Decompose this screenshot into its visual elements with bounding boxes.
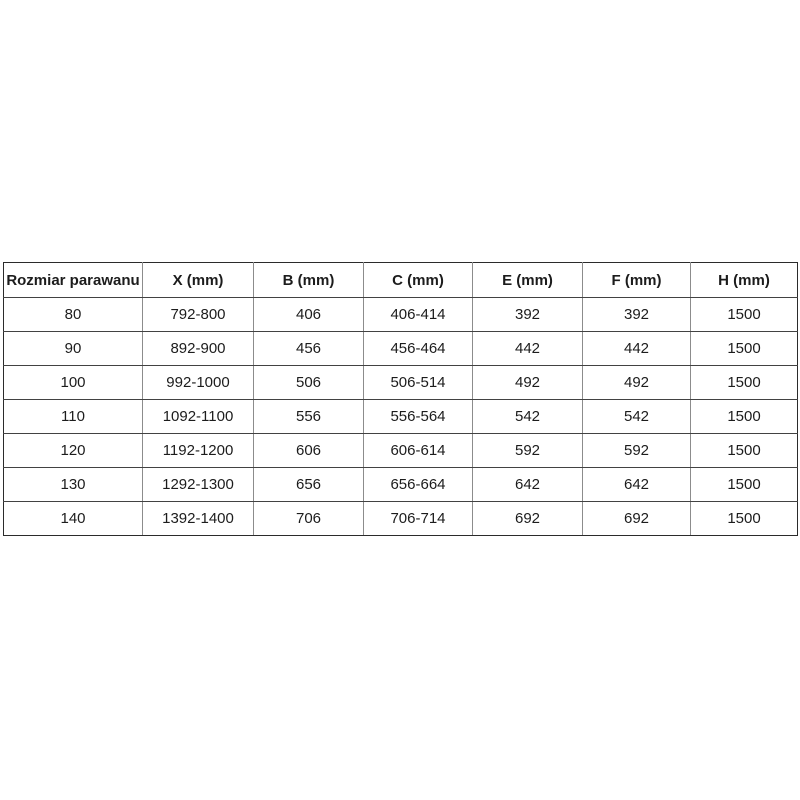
table-cell: 406-414 <box>363 297 473 332</box>
table-row: 140 1392-1400 706 706-714 692 692 1500 <box>3 501 798 536</box>
table-cell: 80 <box>3 297 143 332</box>
table-cell: 1500 <box>690 433 798 468</box>
size-table-container: Rozmiar parawanu X (mm) B (mm) C (mm) E … <box>3 262 798 536</box>
header-row: Rozmiar parawanu X (mm) B (mm) C (mm) E … <box>3 262 798 298</box>
table-cell: 406 <box>253 297 364 332</box>
header-cell-f: F (mm) <box>582 262 691 298</box>
table-cell: 592 <box>582 433 691 468</box>
table-cell: 792-800 <box>142 297 254 332</box>
table-cell: 506-514 <box>363 365 473 400</box>
table-cell: 1500 <box>690 399 798 434</box>
table-cell: 656 <box>253 467 364 502</box>
table-row: 100 992-1000 506 506-514 492 492 1500 <box>3 365 798 400</box>
table-cell: 442 <box>582 331 691 366</box>
table-cell: 456 <box>253 331 364 366</box>
table-cell: 992-1000 <box>142 365 254 400</box>
table-row: 120 1192-1200 606 606-614 592 592 1500 <box>3 433 798 468</box>
header-cell-x: X (mm) <box>142 262 254 298</box>
header-cell-e: E (mm) <box>472 262 583 298</box>
table-cell: 1292-1300 <box>142 467 254 502</box>
table-cell: 1500 <box>690 365 798 400</box>
table-cell: 392 <box>582 297 691 332</box>
table-cell: 1500 <box>690 331 798 366</box>
table-cell: 606-614 <box>363 433 473 468</box>
table-cell: 592 <box>472 433 583 468</box>
table-cell: 1092-1100 <box>142 399 254 434</box>
size-table: Rozmiar parawanu X (mm) B (mm) C (mm) E … <box>3 262 798 536</box>
table-cell: 392 <box>472 297 583 332</box>
table-cell: 692 <box>472 501 583 536</box>
header-cell-rozmiar: Rozmiar parawanu <box>3 262 143 298</box>
header-cell-c: C (mm) <box>363 262 473 298</box>
table-cell: 100 <box>3 365 143 400</box>
table-row: 110 1092-1100 556 556-564 542 542 1500 <box>3 399 798 434</box>
table-row: 90 892-900 456 456-464 442 442 1500 <box>3 331 798 366</box>
table-cell: 642 <box>582 467 691 502</box>
table-cell: 892-900 <box>142 331 254 366</box>
table-cell: 140 <box>3 501 143 536</box>
table-cell: 706-714 <box>363 501 473 536</box>
table-cell: 606 <box>253 433 364 468</box>
table-cell: 442 <box>472 331 583 366</box>
table-cell: 1392-1400 <box>142 501 254 536</box>
table-cell: 110 <box>3 399 143 434</box>
table-cell: 1500 <box>690 467 798 502</box>
table-row: 80 792-800 406 406-414 392 392 1500 <box>3 297 798 332</box>
table-cell: 1192-1200 <box>142 433 254 468</box>
table-cell: 692 <box>582 501 691 536</box>
table-cell: 456-464 <box>363 331 473 366</box>
table-cell: 506 <box>253 365 364 400</box>
table-cell: 642 <box>472 467 583 502</box>
table-cell: 130 <box>3 467 143 502</box>
table-cell: 1500 <box>690 297 798 332</box>
table-cell: 120 <box>3 433 143 468</box>
table-cell: 656-664 <box>363 467 473 502</box>
table-cell: 542 <box>472 399 583 434</box>
table-cell: 556-564 <box>363 399 473 434</box>
table-cell: 556 <box>253 399 364 434</box>
table-cell: 1500 <box>690 501 798 536</box>
header-cell-h: H (mm) <box>690 262 798 298</box>
table-cell: 492 <box>472 365 583 400</box>
header-cell-b: B (mm) <box>253 262 364 298</box>
table-cell: 542 <box>582 399 691 434</box>
table-cell: 90 <box>3 331 143 366</box>
table-row: 130 1292-1300 656 656-664 642 642 1500 <box>3 467 798 502</box>
table-cell: 492 <box>582 365 691 400</box>
table-cell: 706 <box>253 501 364 536</box>
